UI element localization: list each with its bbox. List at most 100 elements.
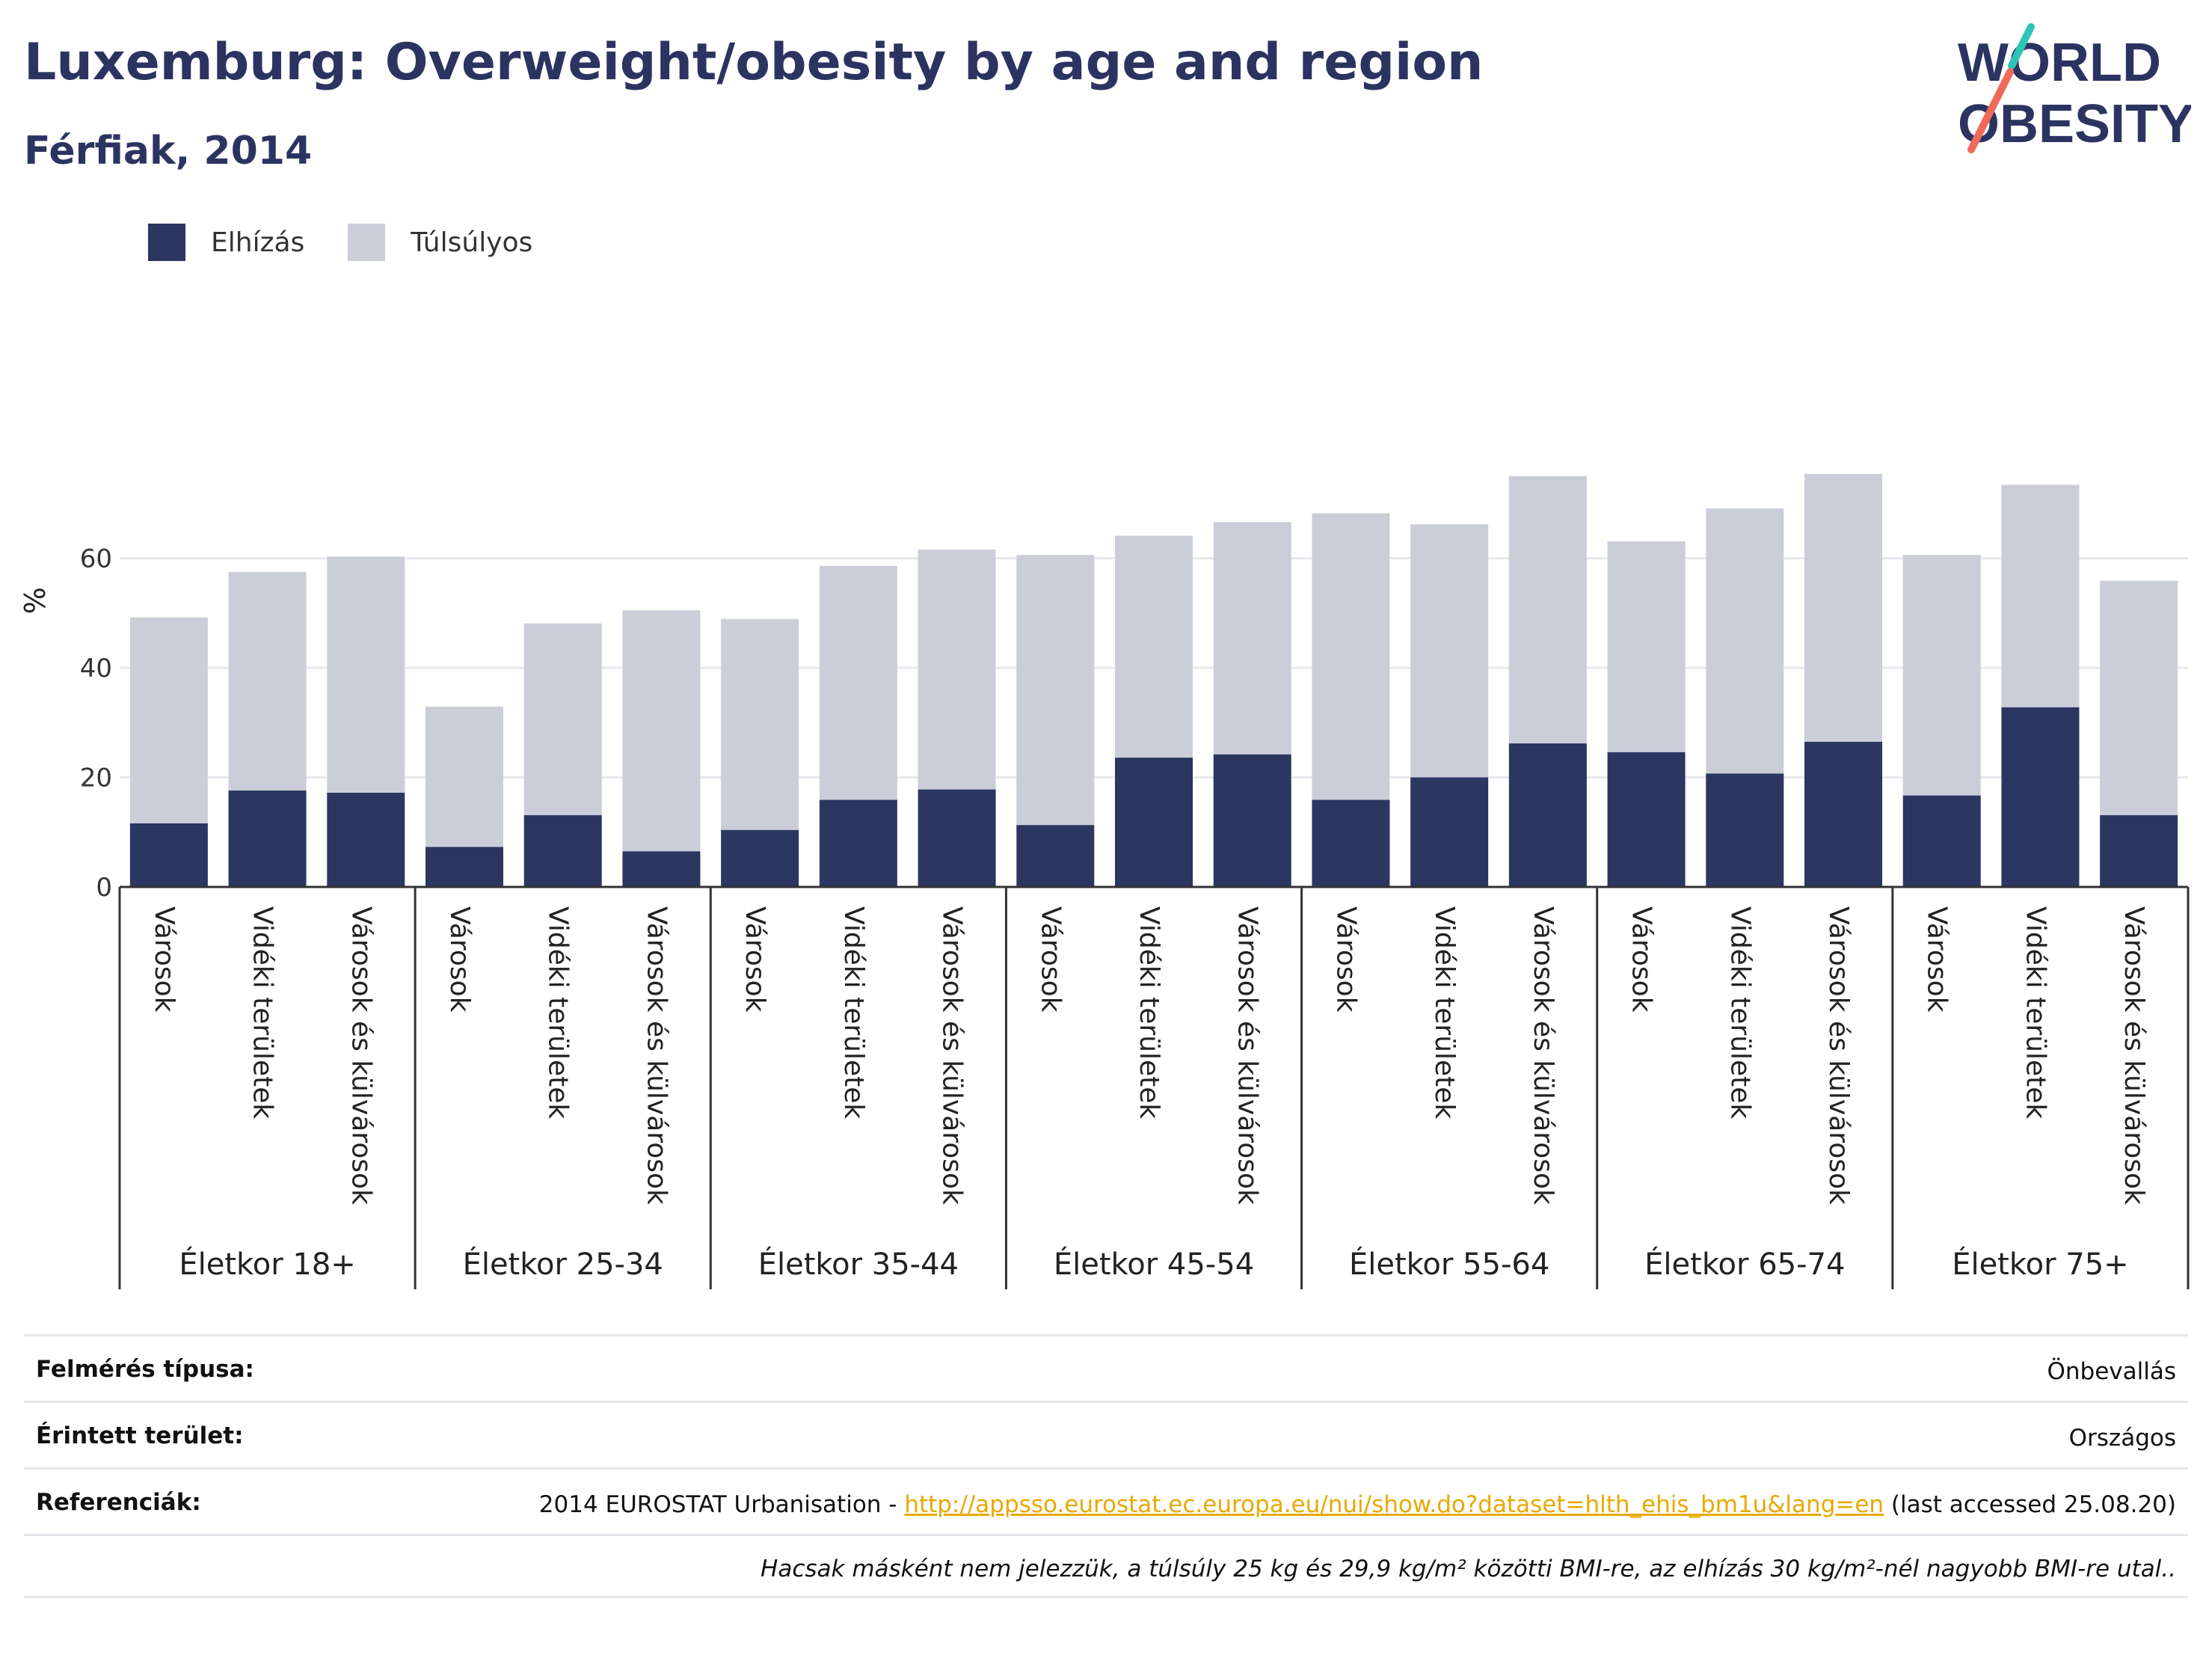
world-obesity-logo: WORLD OBESITY (1958, 23, 2191, 154)
references-label: Referenciák: (36, 1489, 201, 1516)
x-group-label: Életkor 45-54 (1054, 1246, 1254, 1282)
bar-overweight (1115, 535, 1193, 758)
bar-obesity (1902, 795, 1981, 887)
legend-swatch-obesity (148, 224, 185, 261)
legend-item-overweight[interactable]: Túlsúlyos (348, 224, 532, 261)
y-tick-label: 40 (80, 654, 112, 684)
bar-overweight (1804, 473, 1882, 742)
x-category-label: Vidéki területek (1134, 906, 1164, 1119)
bar-obesity (622, 851, 701, 887)
reference-prefix: 2014 EUROSTAT Urbanisation - (538, 1491, 905, 1518)
bar-obesity (1508, 743, 1587, 887)
legend: Elhízás Túlsúlyos (148, 221, 576, 263)
bar-overweight (1902, 555, 1981, 796)
bar-overweight (1410, 524, 1489, 778)
bar-obesity (1410, 777, 1489, 887)
x-category-label: Vidéki területek (1429, 906, 1460, 1119)
logo-line1: WORLD (1958, 33, 2161, 93)
x-group-label: Életkor 75+ (1952, 1246, 2128, 1282)
x-category-label: Városok és külvárosok (641, 906, 672, 1205)
bar-overweight (1213, 522, 1291, 755)
bar-obesity (721, 829, 799, 887)
logo-slash-bottom (1967, 68, 2014, 153)
x-group-label: Életkor 18+ (179, 1246, 355, 1282)
references-value: 2014 EUROSTAT Urbanisation - http://apps… (539, 1489, 2176, 1520)
bar-overweight (1607, 541, 1686, 752)
bar-obesity (1016, 825, 1095, 887)
x-category-label: Városok (1922, 906, 1953, 1013)
x-category-label: Városok (1035, 906, 1066, 1013)
bar-overweight (129, 617, 208, 824)
bar-obesity (1804, 741, 1882, 887)
x-category-label: Városok és külvárosok (937, 906, 968, 1205)
x-category-label: Városok (1626, 906, 1657, 1013)
x-category-label: Városok (1330, 906, 1361, 1013)
bar-overweight (622, 610, 701, 852)
bar-obesity (228, 790, 307, 887)
x-group-label: Életkor 55-64 (1349, 1246, 1549, 1282)
legend-label-obesity: Elhízás (211, 227, 305, 258)
bar-overweight (1016, 555, 1095, 826)
bar-overweight (1312, 513, 1390, 800)
info-table: Felmérés típusa: Önbevallás Érintett ter… (24, 1334, 2188, 1598)
bar-obesity (2001, 707, 2080, 887)
y-tick-label: 0 (96, 873, 112, 903)
y-tick-label: 20 (80, 764, 112, 793)
reference-link[interactable]: http://appsso.eurostat.ec.europa.eu/nui/… (904, 1491, 1884, 1518)
bar-overweight (327, 556, 405, 793)
legend-label-overweight: Túlsúlyos (411, 227, 533, 258)
x-category-label: Vidéki területek (543, 906, 574, 1119)
bar-obesity (2100, 815, 2178, 887)
legend-item-obesity[interactable]: Elhízás (148, 224, 304, 261)
chart-subtitle: Férfiak, 2014 (24, 129, 313, 174)
bar-obesity (1706, 773, 1784, 887)
bar-overweight (1508, 476, 1587, 744)
info-row-area: Érintett terület: Országos (24, 1401, 2188, 1467)
x-category-label: Városok és külvárosok (2119, 906, 2149, 1205)
definition-note: Hacsak másként nem jelezzük, a túlsúly 2… (761, 1556, 2176, 1582)
area-value: Országos (2068, 1425, 2176, 1452)
chart-title: Luxemburg: Overweight/obesity by age and… (24, 33, 1484, 92)
bar-obesity (327, 793, 405, 887)
x-category-label: Városok (740, 906, 770, 1013)
y-tick-label: 60 (80, 544, 112, 574)
bar-overweight (523, 623, 602, 816)
x-category-label: Vidéki területek (838, 906, 869, 1119)
x-category-label: Városok és külvárosok (1232, 906, 1263, 1205)
x-category-label: Vidéki területek (1724, 906, 1755, 1119)
x-group-label: Életkor 35-44 (758, 1246, 959, 1282)
bar-obesity (918, 789, 996, 887)
info-row-survey: Felmérés típusa: Önbevallás (24, 1334, 2188, 1401)
x-group-label: Életkor 65-74 (1644, 1246, 1845, 1282)
bar-obesity (523, 815, 602, 887)
bar-overweight (2001, 485, 2080, 707)
x-category-label: Vidéki területek (248, 906, 278, 1119)
bar-obesity (1115, 758, 1193, 887)
bar-obesity (1213, 754, 1291, 887)
bar-obesity (819, 799, 897, 887)
survey-type-value: Önbevallás (2047, 1358, 2176, 1385)
x-group-label: Életkor 25-34 (463, 1246, 663, 1282)
bar-overweight (2100, 580, 2178, 816)
x-category-label: Városok (444, 906, 475, 1013)
bar-obesity (1312, 799, 1390, 887)
x-category-label: Városok és külvárosok (345, 906, 376, 1205)
bar-obesity (1607, 752, 1686, 887)
bar-overweight (228, 571, 307, 791)
survey-type-label: Felmérés típusa: (36, 1356, 254, 1383)
bar-overweight (425, 707, 503, 847)
bar-overweight (721, 618, 799, 830)
bar-obesity (425, 847, 503, 887)
bar-overweight (918, 549, 996, 790)
info-row-references: Referenciák: 2014 EUROSTAT Urbanisation … (24, 1467, 2188, 1534)
stacked-bar-chart: 0 20 40 60% Városok Vidéki területek Városok é… (19, 473, 2190, 1289)
reference-suffix: (last accessed 25.08.20) (1884, 1491, 2176, 1518)
legend-swatch-overweight (348, 224, 386, 261)
area-label: Érintett terület: (36, 1422, 244, 1449)
y-axis-label: % (19, 587, 52, 614)
x-category-label: Városok (149, 906, 179, 1013)
x-category-label: Városok és külvárosok (1528, 906, 1558, 1205)
bar-overweight (1706, 508, 1784, 774)
info-row-note: Hacsak másként nem jelezzük, a túlsúly 2… (24, 1534, 2188, 1598)
bar-overweight (819, 565, 897, 800)
